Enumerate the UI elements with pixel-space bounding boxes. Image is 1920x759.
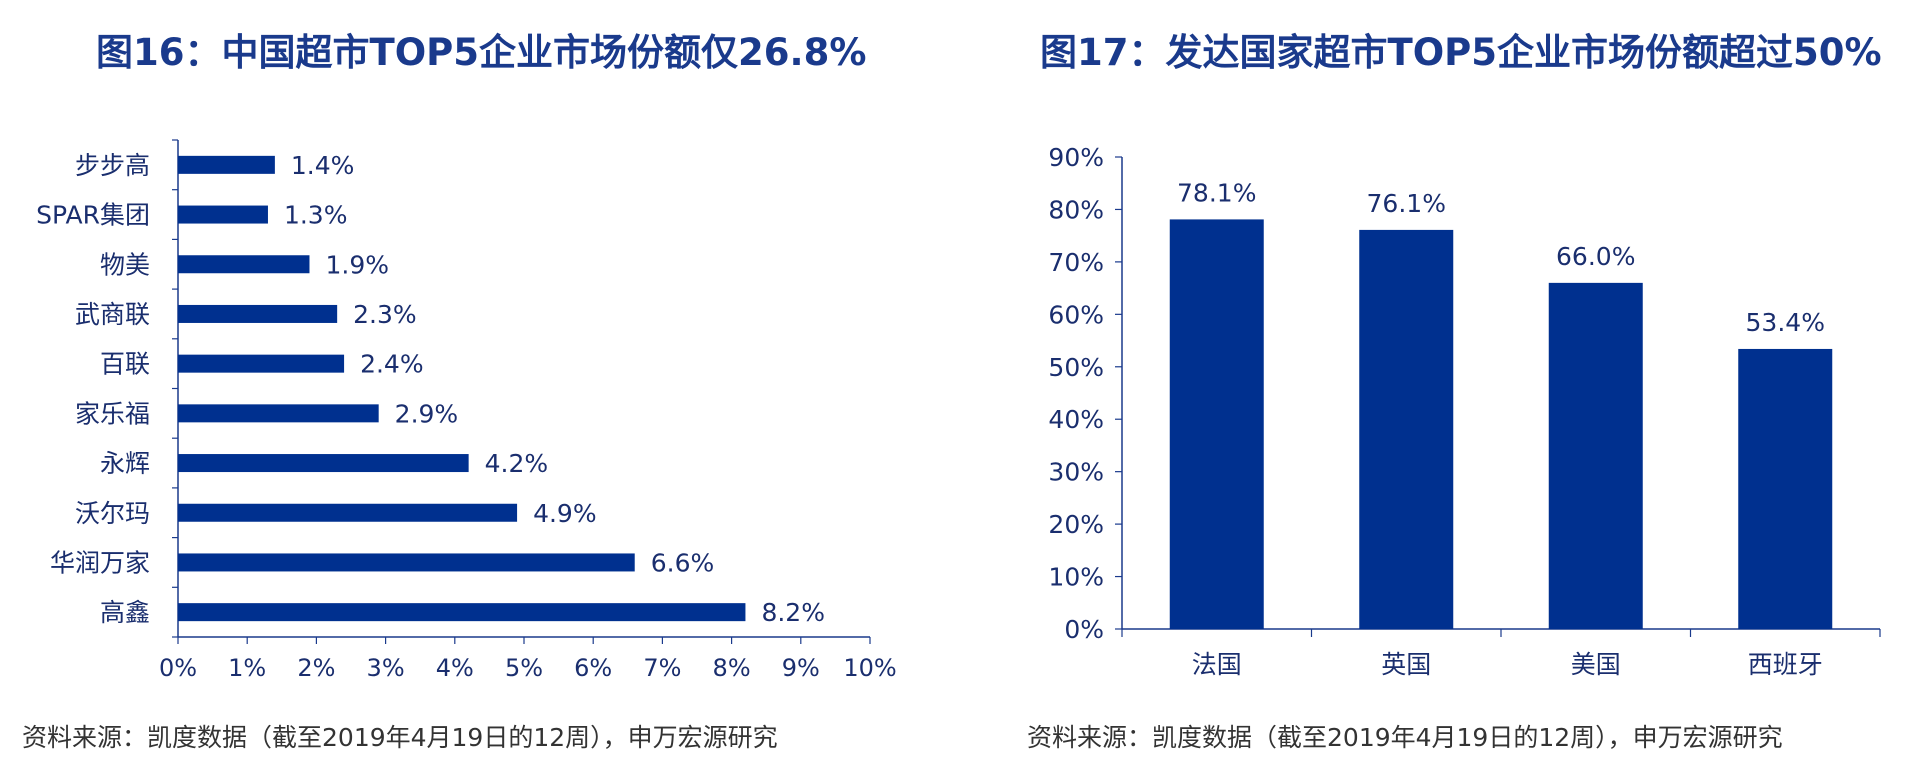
x-tick-label: 10%	[843, 654, 896, 682]
category-label: 永辉	[100, 449, 150, 478]
category-label: 西班牙	[1748, 650, 1823, 679]
bar	[178, 404, 379, 423]
y-tick-label: 0%	[1064, 615, 1104, 644]
category-label: 武商联	[75, 300, 150, 329]
category-label: 华润万家	[50, 548, 150, 577]
y-tick-label: 20%	[1048, 510, 1104, 539]
category-label: 高鑫	[100, 598, 150, 627]
category-label: 家乐福	[75, 399, 150, 428]
category-label: 美国	[1571, 650, 1621, 679]
data-label: 4.2%	[485, 449, 549, 478]
bar	[1359, 229, 1454, 630]
y-tick-label: 40%	[1048, 405, 1104, 434]
bar	[178, 553, 635, 572]
category-label: 步步高	[75, 151, 150, 180]
data-label: 8.2%	[761, 598, 825, 627]
y-tick-label: 50%	[1048, 353, 1104, 382]
data-label: 78.1%	[1177, 178, 1256, 207]
right-source-note: 资料来源：凯度数据（截至2019年4月19日的12周），申万宏源研究	[1027, 723, 1783, 752]
y-tick-label: 90%	[1048, 143, 1104, 172]
y-tick-label: 10%	[1048, 563, 1104, 592]
x-tick-label: 3%	[367, 654, 405, 682]
data-label: 1.3%	[284, 201, 348, 230]
x-tick-label: 5%	[505, 654, 543, 682]
bar	[178, 503, 518, 522]
x-tick-label: 4%	[436, 654, 474, 682]
y-tick-label: 70%	[1048, 248, 1104, 277]
bar	[178, 155, 275, 174]
y-tick-label: 30%	[1048, 458, 1104, 487]
category-label: 沃尔玛	[75, 499, 150, 528]
data-label: 4.9%	[533, 499, 597, 528]
category-label: 百联	[100, 350, 150, 379]
left-horizontal-bar-chart: 0% 1% 2% 3% 4% 5% 6% 7% 8% 9% 10% 步步高 1.4% SPAR集团 1.3%…	[36, 139, 897, 682]
x-tick-label: 6%	[574, 654, 612, 682]
data-label: 2.4%	[360, 350, 424, 379]
bar	[178, 454, 469, 473]
x-tick-label: 9%	[782, 654, 820, 682]
bar	[178, 255, 310, 274]
category-label: 法国	[1192, 650, 1242, 679]
y-tick-label: 60%	[1048, 300, 1104, 329]
bar	[178, 205, 268, 224]
data-label: 2.3%	[353, 300, 417, 329]
x-tick-label: 1%	[228, 654, 266, 682]
left-source-note: 资料来源：凯度数据（截至2019年4月19日的12周），申万宏源研究	[22, 723, 778, 752]
bar	[178, 304, 338, 323]
data-label: 76.1%	[1367, 189, 1446, 218]
y-tick-label: 80%	[1048, 195, 1104, 224]
data-label: 6.6%	[651, 548, 715, 577]
x-tick-label: 7%	[643, 654, 681, 682]
x-tick-label: 2%	[297, 654, 335, 682]
right-vertical-bar-chart: 0% 10% 20% 30% 40% 50% 60% 70% 80% 90% 78.1% 法国 76.1…	[1048, 143, 1881, 679]
x-tick-label: 0%	[159, 654, 197, 682]
category-label: 物美	[100, 250, 150, 279]
left-chart-title: 图16：中国超市TOP5企业市场份额仅26.8%	[96, 31, 867, 74]
data-label: 1.9%	[325, 250, 389, 279]
data-label: 2.9%	[395, 399, 459, 428]
data-label: 1.4%	[291, 151, 355, 180]
bar	[1169, 219, 1264, 630]
bar	[178, 354, 345, 373]
bar	[1738, 348, 1833, 629]
bar	[178, 603, 746, 622]
data-label: 53.4%	[1746, 308, 1825, 337]
x-tick-label: 8%	[713, 654, 751, 682]
category-label: SPAR集团	[36, 201, 150, 230]
right-chart-title: 图17：发达国家超市TOP5企业市场份额超过50%	[1040, 31, 1882, 74]
data-label: 66.0%	[1556, 242, 1635, 271]
bar	[1548, 282, 1643, 629]
category-label: 英国	[1381, 650, 1431, 679]
